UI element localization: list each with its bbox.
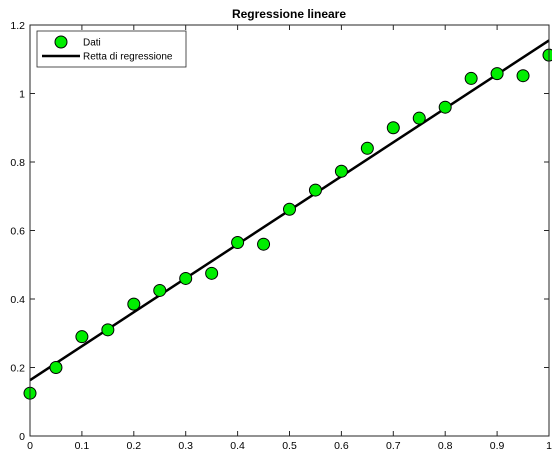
data-point (205, 266, 219, 280)
x-tick-label: 1 (546, 440, 552, 452)
chart-title: Regressione lineare (232, 7, 346, 21)
data-point (308, 183, 322, 197)
y-tick-label: 0.2 (10, 363, 25, 375)
axis-ticks: 0 0.1 0.2 0.3 0.4 0.5 0.6 0.7 0.8 0.9 1 0 0.2 0.4 0.6 0… (10, 20, 552, 452)
legend-dati-label: Dati (83, 38, 101, 49)
data-point (127, 297, 141, 311)
data-point (283, 202, 296, 216)
data-point (257, 237, 271, 251)
x-tick-label: 0.5 (282, 440, 297, 452)
x-tick-label: 0 (27, 440, 33, 452)
legend-regression-label: Retta di regressione (83, 52, 173, 63)
x-tick-label: 0.6 (334, 440, 349, 452)
x-tick-label: 0.3 (178, 440, 193, 452)
y-tick-label: 1 (19, 89, 25, 101)
data-point (490, 67, 504, 81)
x-tick-label: 0.8 (438, 440, 453, 452)
plot-data (23, 39, 552, 400)
data-point (101, 323, 115, 337)
y-tick-label: 0 (19, 431, 25, 443)
y-tick-label: 0.4 (10, 294, 25, 306)
legend-dati-marker (54, 35, 68, 49)
data-point (516, 69, 530, 83)
data-point (231, 235, 245, 249)
x-tick-label: 0.7 (386, 440, 401, 452)
x-tick-label: 0.9 (490, 440, 505, 452)
y-tick-label: 1.2 (10, 20, 25, 32)
data-point (438, 100, 452, 114)
data-point (75, 330, 89, 344)
data-point (542, 48, 552, 62)
data-point (49, 361, 63, 374)
data-point (334, 164, 348, 178)
x-tick-label: 0.2 (126, 440, 141, 452)
legend: Dati Retta di regressione (36, 30, 187, 68)
data-point (386, 121, 400, 135)
y-tick-label: 0.8 (10, 157, 25, 169)
plot-frame (29, 24, 550, 437)
data-point (360, 141, 374, 155)
data-point (179, 271, 193, 285)
data-point (464, 71, 478, 85)
data-point (153, 283, 167, 297)
data-point (412, 111, 426, 125)
y-tick-label: 0.6 (10, 226, 25, 238)
x-tick-label: 0.1 (75, 440, 90, 452)
x-tick-label: 0.4 (230, 440, 245, 452)
